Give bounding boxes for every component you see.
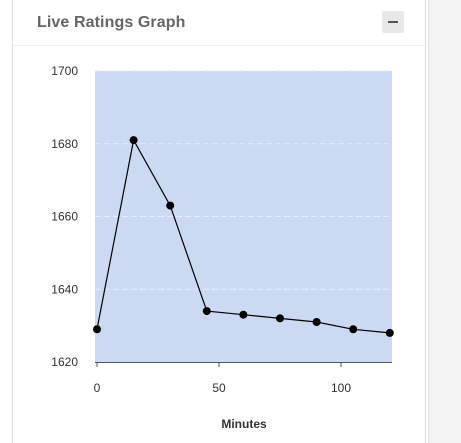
minus-icon bbox=[388, 21, 398, 23]
x-tick-label: 0 bbox=[94, 381, 101, 395]
panel-header: Live Ratings Graph bbox=[13, 0, 425, 46]
x-tick-label: 100 bbox=[331, 381, 351, 395]
data-point bbox=[385, 328, 394, 337]
data-point bbox=[202, 307, 211, 316]
right-gutter bbox=[428, 0, 461, 443]
x-tick-label: 50 bbox=[212, 381, 226, 395]
data-point bbox=[276, 314, 284, 323]
data-point bbox=[239, 310, 248, 319]
y-tick-label: 1660 bbox=[51, 210, 78, 224]
collapse-button[interactable] bbox=[382, 11, 404, 33]
x-axis-title: Minutes bbox=[221, 417, 267, 431]
data-point bbox=[93, 325, 101, 334]
y-tick-label: 1620 bbox=[51, 355, 78, 369]
data-point bbox=[166, 201, 175, 210]
data-point bbox=[349, 325, 358, 334]
y-tick-label: 1640 bbox=[51, 282, 78, 296]
panel-title: Live Ratings Graph bbox=[37, 14, 186, 31]
data-point bbox=[129, 136, 138, 145]
y-tick-label: 1680 bbox=[51, 137, 78, 151]
y-tick-label: 1700 bbox=[51, 64, 78, 78]
data-point bbox=[312, 317, 321, 326]
